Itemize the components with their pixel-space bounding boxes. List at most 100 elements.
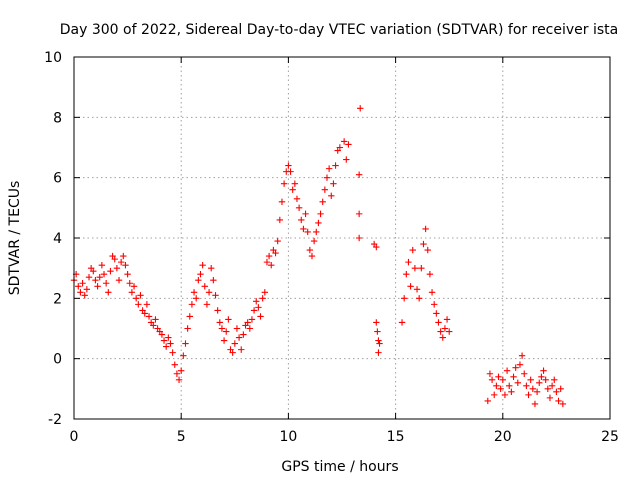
data-point <box>229 349 236 356</box>
y-tick-label: 6 <box>53 171 62 187</box>
data-point <box>77 289 84 296</box>
data-point <box>165 334 172 341</box>
data-point <box>531 400 539 408</box>
data-point <box>510 373 517 380</box>
data-point <box>374 328 381 335</box>
data-point <box>173 370 181 377</box>
data-point <box>289 186 296 193</box>
data-point <box>443 316 451 323</box>
data-point <box>137 292 144 299</box>
data-point <box>287 168 294 175</box>
data-point <box>83 286 91 293</box>
data-point <box>94 283 101 290</box>
data-point <box>332 162 339 169</box>
data-point <box>79 280 86 287</box>
data-point <box>263 258 271 266</box>
data-point <box>107 267 114 275</box>
data-point <box>430 301 438 308</box>
data-point <box>518 352 526 359</box>
data-point <box>105 289 112 296</box>
data-point <box>180 352 187 359</box>
data-point <box>415 295 423 302</box>
data-point <box>158 331 166 338</box>
data-point <box>130 283 138 290</box>
data-point <box>508 388 515 396</box>
data-point <box>81 292 88 299</box>
data-point <box>126 280 133 287</box>
data-point <box>175 376 183 383</box>
data-point <box>503 367 511 374</box>
data-point <box>233 325 241 332</box>
data-point <box>304 228 311 236</box>
data-point <box>357 105 364 112</box>
x-tick-label: 25 <box>601 429 619 445</box>
data-point <box>422 225 429 233</box>
data-point <box>336 144 344 151</box>
data-point <box>315 219 322 227</box>
data-point <box>128 289 136 296</box>
data-point <box>250 307 258 314</box>
data-point <box>428 289 436 296</box>
y-axis-label: SDTVAR / TECUs <box>7 181 23 296</box>
data-point <box>491 391 498 399</box>
data-point <box>274 237 281 245</box>
data-point <box>257 313 264 320</box>
data-point <box>193 295 200 302</box>
y-tick-label: -2 <box>48 412 62 428</box>
data-point <box>493 382 500 390</box>
data-point <box>253 298 260 305</box>
y-tick-label: 4 <box>53 231 62 247</box>
data-point <box>523 382 530 390</box>
data-point <box>210 277 217 284</box>
data-point <box>225 316 232 323</box>
data-point <box>75 283 82 290</box>
data-point <box>486 370 494 377</box>
tick-labels: 0 5 10 15 20 25 -2 0 2 4 6 8 10 <box>44 50 619 445</box>
data-point <box>533 388 541 396</box>
data-point <box>310 237 318 245</box>
data-point <box>516 361 524 368</box>
data-point <box>536 379 543 386</box>
data-point <box>141 310 148 317</box>
data-point <box>420 240 427 248</box>
data-point <box>527 376 534 383</box>
data-point <box>169 349 176 356</box>
data-point <box>407 283 414 290</box>
y-tick-label: 8 <box>53 110 62 126</box>
data-point <box>197 271 204 278</box>
data-point <box>506 382 513 390</box>
data-point <box>90 267 97 275</box>
data-point <box>98 261 106 269</box>
data-point <box>195 277 202 284</box>
data-point <box>268 261 275 269</box>
data-point <box>355 171 363 178</box>
data-point <box>160 337 168 344</box>
data-point <box>544 385 552 393</box>
data-point <box>403 271 410 278</box>
data-point <box>212 292 219 299</box>
data-point <box>376 340 383 347</box>
data-point <box>145 313 153 320</box>
data-point <box>373 319 380 326</box>
data-point <box>218 325 226 332</box>
data-point <box>293 195 301 202</box>
data-point <box>433 310 440 317</box>
data-point <box>488 376 496 383</box>
data-point <box>188 301 196 308</box>
x-tick-label: 0 <box>70 429 79 445</box>
data-point <box>538 373 545 380</box>
data-point <box>424 246 431 254</box>
data-point <box>276 216 284 224</box>
data-point <box>298 216 305 224</box>
data-point <box>439 334 446 341</box>
data-point <box>96 274 103 281</box>
data-point <box>313 228 320 236</box>
data-point <box>124 271 131 278</box>
data-point <box>214 307 221 314</box>
data-point <box>102 280 110 287</box>
data-point <box>551 376 558 383</box>
data-point <box>205 289 213 296</box>
data-point <box>259 295 266 302</box>
data-point <box>92 277 99 284</box>
